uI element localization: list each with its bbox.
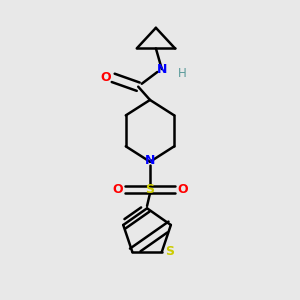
Text: O: O	[177, 183, 188, 196]
Text: S: S	[166, 245, 175, 259]
Text: H: H	[178, 67, 187, 80]
Text: N: N	[157, 62, 167, 76]
Text: O: O	[112, 183, 123, 196]
Text: O: O	[100, 71, 111, 84]
Text: N: N	[145, 154, 155, 167]
Text: S: S	[146, 183, 154, 196]
